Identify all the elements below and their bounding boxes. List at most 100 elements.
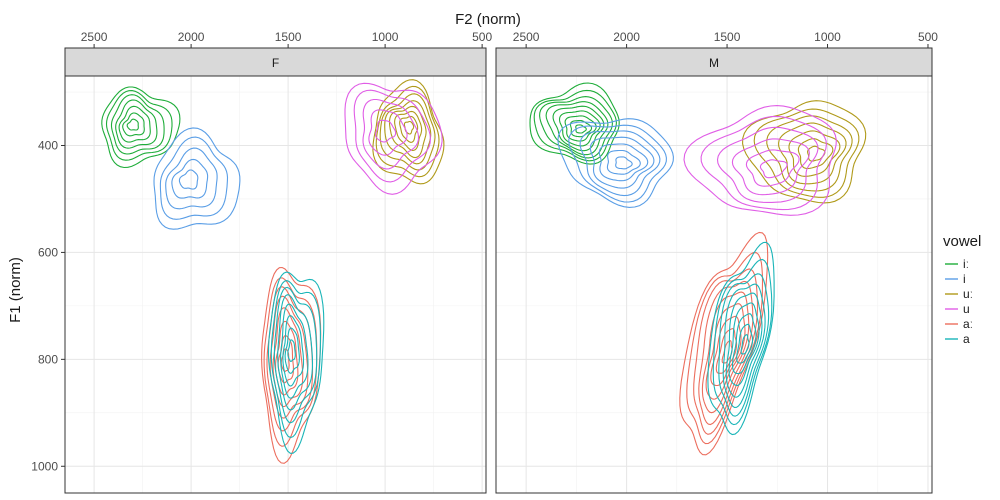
contour-line xyxy=(101,86,181,169)
contour-line xyxy=(683,105,837,216)
contour-group-0-a xyxy=(267,271,325,454)
contour-line xyxy=(126,118,139,131)
contour-line xyxy=(557,118,674,208)
legend-label: a xyxy=(963,332,970,346)
contour-group-1-uː xyxy=(742,100,867,204)
contour-line xyxy=(712,258,773,426)
contour-group-1-i xyxy=(557,118,674,208)
contour-line xyxy=(105,90,173,161)
contour-line xyxy=(261,266,322,464)
x-axis-title: F2 (norm) xyxy=(455,11,521,28)
contour-line xyxy=(362,98,420,170)
contour-line xyxy=(722,283,766,408)
x-tick-label: 1000 xyxy=(372,30,399,44)
contour-line xyxy=(267,271,325,454)
panel-m-strip-label: M xyxy=(709,56,719,70)
contour-line xyxy=(275,320,299,396)
contour-line xyxy=(153,127,241,230)
contour-line xyxy=(110,94,165,155)
contour-line xyxy=(797,138,834,170)
legend-label: iː xyxy=(963,257,969,271)
y-tick-label: 1000 xyxy=(31,459,58,473)
legend-label: u xyxy=(963,302,970,316)
x-tick-label: 1000 xyxy=(814,30,841,44)
legend-label: uː xyxy=(963,287,973,301)
contour-line xyxy=(539,96,613,159)
contour-group-1-u xyxy=(683,105,837,216)
contour-group-0-iː xyxy=(101,86,181,169)
panel-m-border xyxy=(495,75,933,494)
contour-line xyxy=(375,85,440,178)
contour-line xyxy=(598,143,649,182)
contour-line xyxy=(273,286,318,424)
contour-line xyxy=(778,122,847,185)
contour-line xyxy=(716,126,819,203)
contour-line xyxy=(159,136,229,220)
panel-f-strip xyxy=(64,47,487,77)
contour-line xyxy=(742,100,867,204)
panel-f-border xyxy=(64,75,487,494)
legend-label: aː xyxy=(963,317,973,331)
contour-line xyxy=(701,291,750,414)
contour-line xyxy=(344,82,443,195)
contour-line xyxy=(178,169,199,190)
contour-line xyxy=(284,327,300,374)
contour-line xyxy=(615,156,633,170)
legend-title: vowel xyxy=(943,233,981,250)
panel-f-contours xyxy=(101,79,445,464)
contour-line xyxy=(693,268,759,435)
y-tick-label: 800 xyxy=(38,352,58,366)
contour-line xyxy=(731,138,810,196)
contour-line xyxy=(118,105,151,143)
contour-line xyxy=(766,115,853,192)
contour-line xyxy=(165,147,218,210)
contour-line xyxy=(736,323,754,364)
panel-f: F 2500 2000 1500 1000 500 xyxy=(64,30,492,494)
contour-line xyxy=(372,79,445,185)
contour-line xyxy=(115,99,158,149)
y-axis-ticks: 400 600 800 1000 xyxy=(31,139,65,473)
contour-line xyxy=(707,241,775,436)
contour-line xyxy=(731,313,757,375)
panel-f-strip-label: F xyxy=(272,56,279,70)
contour-line xyxy=(753,108,860,198)
contour-line xyxy=(568,124,667,203)
panel-m-x-ticks: 2500 2000 1500 1000 500 xyxy=(513,30,938,48)
contour-line xyxy=(368,109,408,156)
contour-line xyxy=(700,115,827,211)
contour-line xyxy=(270,280,321,439)
contour-line xyxy=(725,292,763,398)
contour-line xyxy=(394,110,423,151)
contour-line xyxy=(788,130,841,177)
contour-line xyxy=(728,302,760,387)
y-tick-label: 400 xyxy=(38,139,58,153)
contour-line xyxy=(679,231,769,456)
x-tick-label: 500 xyxy=(472,30,492,44)
x-tick-label: 2500 xyxy=(513,30,540,44)
x-tick-label: 1500 xyxy=(714,30,741,44)
contour-line xyxy=(171,158,209,199)
contour-group-1-a xyxy=(707,241,775,436)
contour-line xyxy=(740,334,750,355)
contour-group-0-i xyxy=(153,127,241,230)
contour-line xyxy=(759,159,788,179)
contour-line xyxy=(579,130,661,197)
contour-line xyxy=(287,339,296,362)
contour-line xyxy=(533,89,617,162)
legend-label: i xyxy=(963,272,966,286)
panel-m-strip xyxy=(495,47,933,77)
x-tick-label: 2000 xyxy=(178,30,205,44)
contour-line xyxy=(698,280,754,426)
contour-line xyxy=(399,115,419,143)
contour-line xyxy=(269,295,309,419)
panel-f-x-ticks: 2500 2000 1500 1000 500 xyxy=(81,30,492,48)
contour-group-0-u xyxy=(344,82,443,195)
contour-line xyxy=(272,307,304,408)
contour-line xyxy=(606,149,641,175)
contour-line xyxy=(375,119,397,143)
contour-group-0-uː xyxy=(372,79,445,185)
contour-line xyxy=(263,277,318,447)
